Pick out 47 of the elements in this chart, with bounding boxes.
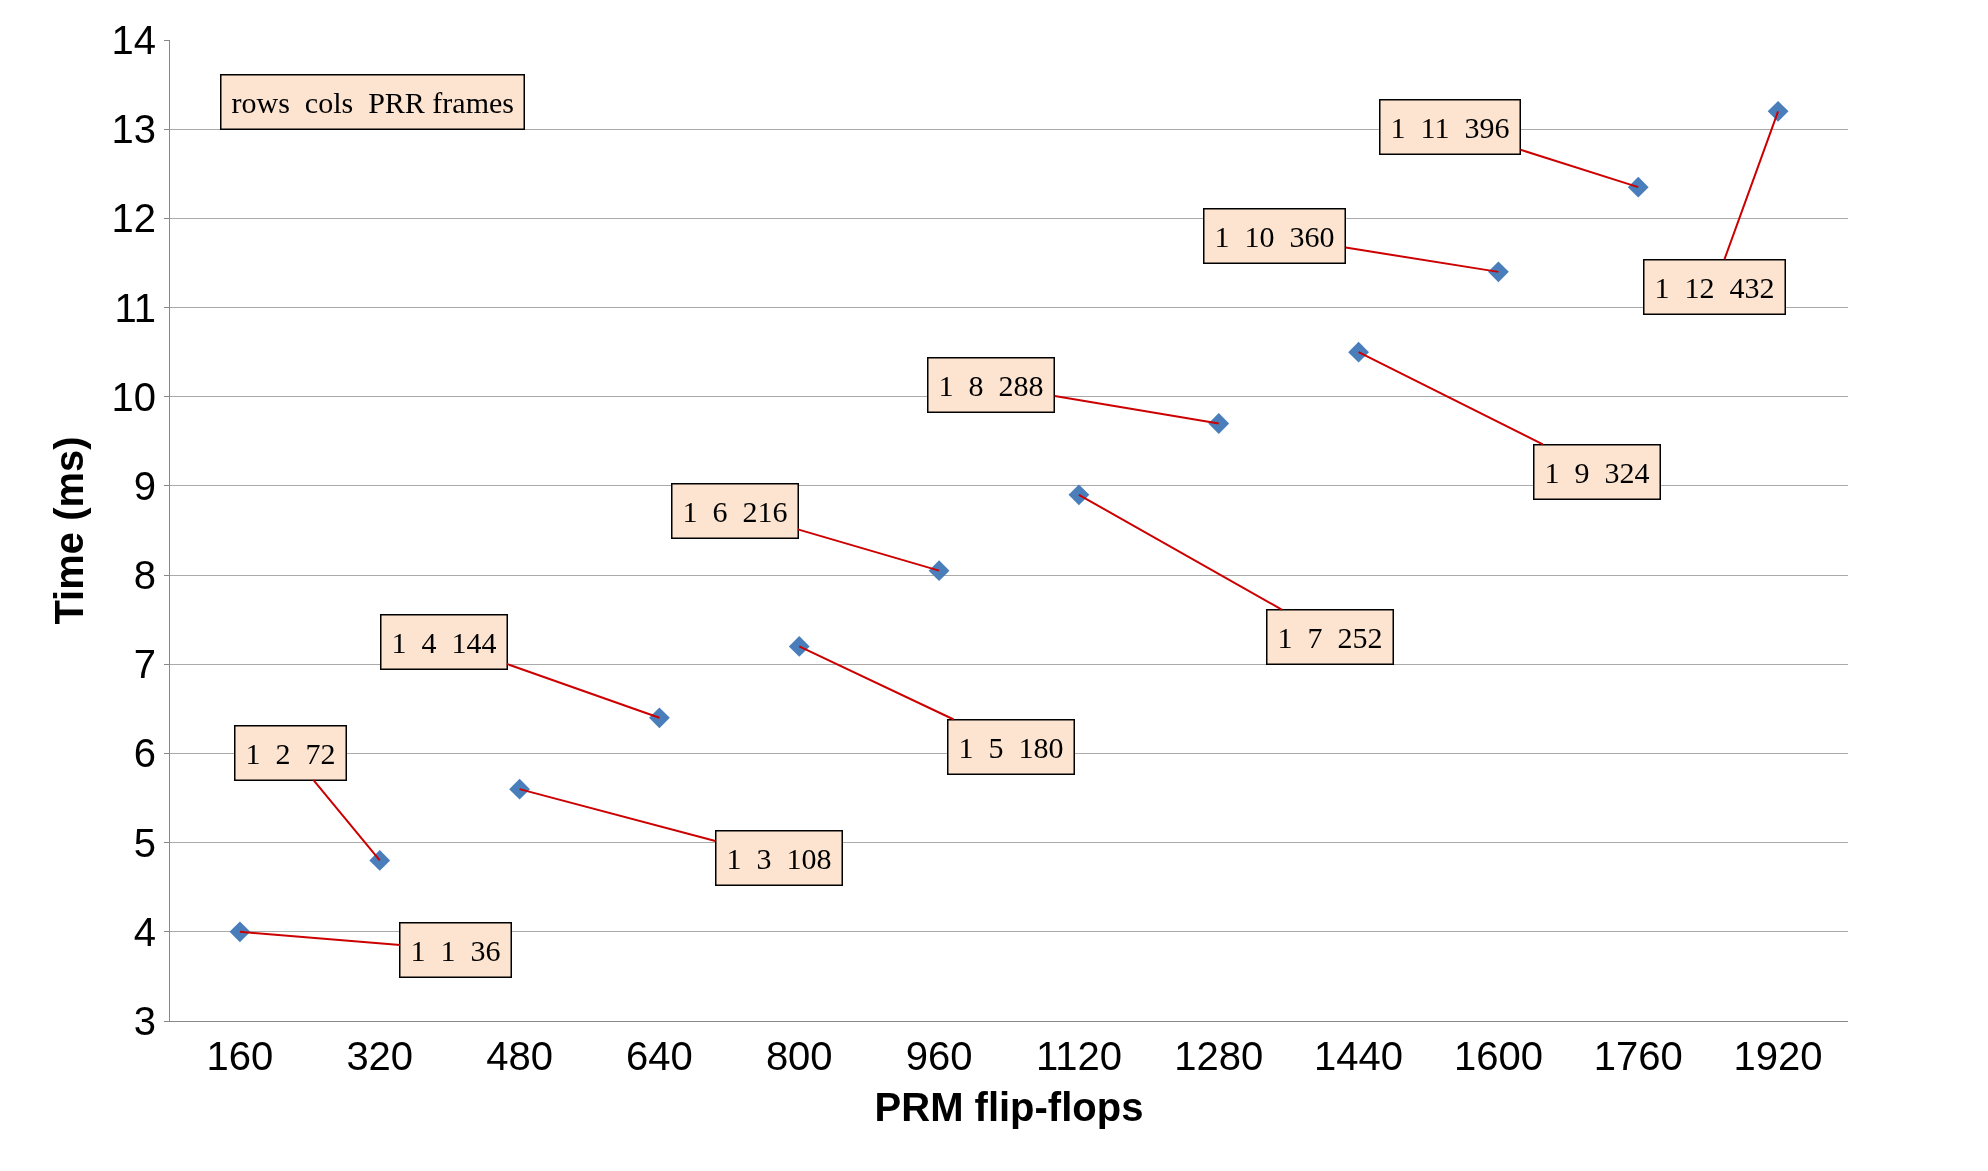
x-tick-label: 960 (905, 1034, 973, 1078)
x-tick-label: 480 (486, 1034, 553, 1078)
y-tick-label: 14 (111, 18, 156, 62)
y-tick-label: 5 (133, 820, 156, 865)
annotation: 1 12 432 (1654, 270, 1775, 304)
y-tick-label: 8 (133, 553, 156, 598)
annotation: 1 10 360 (1214, 219, 1335, 253)
y-axis-title: Time (ms) (47, 436, 91, 625)
x-axis-title: PRM flip-flops (874, 1084, 1144, 1129)
annotation: 1 7 252 (1277, 620, 1383, 654)
annotation: 1 8 288 (938, 368, 1044, 402)
annotation: 1 6 216 (682, 494, 788, 528)
annotation: 1 1 36 (410, 933, 501, 967)
point (229, 921, 251, 943)
x-tick-label: 640 (626, 1034, 693, 1078)
point (1627, 176, 1649, 198)
x-tick-label: 1280 (1174, 1034, 1264, 1078)
x-tick-label: 160 (206, 1034, 274, 1078)
point (1208, 413, 1230, 434)
y-tick-label: 4 (133, 909, 156, 954)
x-tick-label: 1920 (1733, 1034, 1823, 1078)
point (788, 636, 810, 657)
y-tick-label: 9 (133, 463, 156, 508)
annotation: 1 5 180 (958, 730, 1064, 764)
x-tick-label: 1760 (1593, 1034, 1683, 1078)
x-tick-label: 1600 (1453, 1034, 1543, 1078)
x-tick-label: 1440 (1314, 1034, 1404, 1078)
point (649, 707, 670, 729)
point (928, 560, 950, 582)
annotation: rows cols PRR frames (231, 85, 514, 119)
x-tick-label: 800 (765, 1034, 833, 1078)
annotation: 1 3 108 (726, 841, 832, 875)
annotation: 1 2 72 (245, 736, 336, 770)
point (1068, 484, 1090, 506)
y-tick-label: 11 (114, 285, 156, 330)
x-tick-label: 320 (346, 1034, 414, 1078)
y-tick-label: 6 (133, 731, 156, 776)
y-tick-label: 12 (111, 196, 156, 241)
annotation: 1 11 396 (1390, 110, 1510, 144)
x-tick-label: 1120 (1035, 1034, 1122, 1078)
point (369, 850, 391, 871)
y-tick-label: 13 (111, 107, 156, 152)
annotation: 1 9 324 (1544, 455, 1650, 489)
annotation: 1 4 144 (391, 625, 497, 659)
y-tick-label: 10 (111, 374, 156, 419)
y-tick-label: 3 (133, 999, 156, 1043)
y-tick-label: 7 (133, 642, 156, 687)
